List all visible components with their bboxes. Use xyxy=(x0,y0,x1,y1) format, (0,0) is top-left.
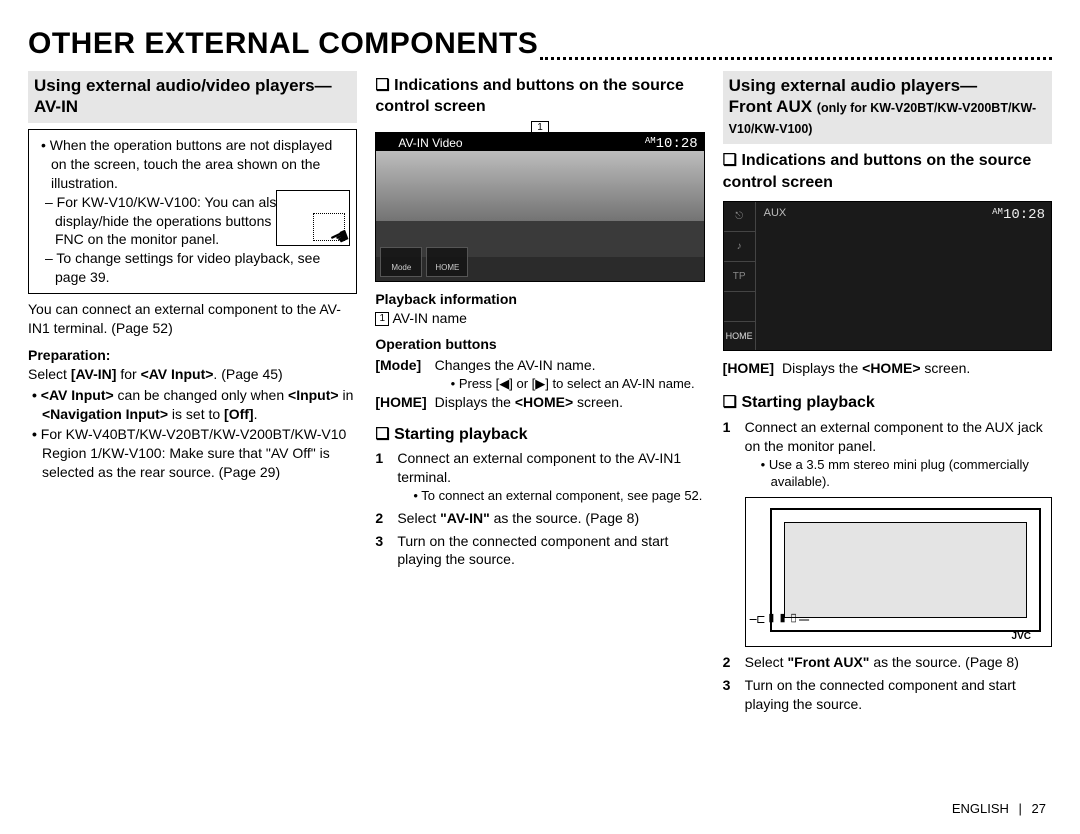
screen-home-button: HOME xyxy=(426,247,468,277)
col3-heading: Using external audio players—Front AUX (… xyxy=(723,71,1052,145)
slot-empty xyxy=(724,292,755,322)
box-text-1: When the operation buttons are not displ… xyxy=(50,137,333,191)
aux-screen-illustration: ⎋ ♪ TP HOME AUX AM10:28 xyxy=(723,201,1052,351)
prep-bullet-1: <AV Input> can be changed only when <Inp… xyxy=(42,386,357,424)
screen-avin-label: AV-IN Video xyxy=(398,135,462,151)
starting-playback-heading: Starting playback xyxy=(375,424,704,446)
col3-home-table: [HOME] Displays the <HOME> screen. xyxy=(723,359,979,378)
playback-info-heading: Playback information xyxy=(375,290,704,309)
footer-page: 27 xyxy=(1032,801,1046,816)
device-bezel xyxy=(770,508,1041,632)
instruction-box: ☚ • When the operation buttons are not d… xyxy=(28,129,357,294)
jvc-label: JVC xyxy=(1012,630,1031,644)
slot-eq-icon: ♪ xyxy=(724,232,755,262)
mode-desc: Changes the AV-IN name. xyxy=(435,357,596,373)
screen2-clock: AM10:28 xyxy=(992,206,1045,225)
touch-area-illustration: ☚ xyxy=(276,190,350,246)
box-sub-2: – To change settings for video playback,… xyxy=(41,249,348,287)
avin-screen-illustration: AV-IN Video AM10:28 Mode HOME xyxy=(375,132,704,282)
plug-icon: ⎯⊏▮▮▯═ xyxy=(750,609,809,628)
column-2: Indications and buttons on the source co… xyxy=(375,71,704,718)
preparation-heading: Preparation: xyxy=(28,346,357,365)
mode-sub: Press [◀] or [▶] to select an AV-IN name… xyxy=(435,375,695,393)
preparation-line: Select [AV-IN] for <AV Input>. (Page 45) xyxy=(28,365,357,384)
page-footer: ENGLISH | 27 xyxy=(952,800,1046,818)
screen-mode-button: Mode xyxy=(380,247,422,277)
prep-bullet-2: For KW-V40BT/KW-V20BT/KW-V200BT/KW-V10 R… xyxy=(42,425,357,482)
steps-list-col2: Connect an external component to the AV-… xyxy=(375,449,704,569)
col3-home-desc: Displays the <HOME> screen. xyxy=(782,359,978,378)
slot-icon: ⎋ xyxy=(724,202,755,232)
home-key: [HOME] xyxy=(375,393,434,412)
footer-lang: ENGLISH xyxy=(952,801,1009,816)
connect-note: You can connect an external component to… xyxy=(28,300,357,338)
op-buttons-heading: Operation buttons xyxy=(375,335,704,354)
monitor-panel-illustration: ⎯⊏▮▮▯═ JVC xyxy=(745,497,1052,647)
col3-start-heading: Starting playback xyxy=(723,392,1052,414)
screen-clock: AM10:28 xyxy=(645,135,698,154)
col3-home-key: [HOME] xyxy=(723,359,782,378)
step-3: Turn on the connected component and star… xyxy=(375,532,704,570)
c3-step-3: Turn on the connected component and star… xyxy=(723,676,1052,714)
screen2-leftbar: ⎋ ♪ TP HOME xyxy=(724,202,756,350)
box-bullet-1: • When the operation buttons are not dis… xyxy=(41,136,348,193)
steps-list-col3: Connect an external component to the AUX… xyxy=(723,418,1052,714)
column-1: Using external audio/video players—AV-IN… xyxy=(28,71,357,718)
step-2: Select "AV-IN" as the source. (Page 8) xyxy=(375,509,704,528)
c3-step-1-sub: Use a 3.5 mm stereo mini plug (commercia… xyxy=(745,456,1052,491)
col1-heading: Using external audio/video players—AV-IN xyxy=(28,71,357,124)
col3-heading-note: (only for KW-V20BT/KW-V200BT/KW-V10/KW-V… xyxy=(729,101,1037,136)
mode-key: [Mode] xyxy=(375,356,434,392)
c3-step-1: Connect an external component to the AUX… xyxy=(723,418,1052,647)
prep-bullets: <AV Input> can be changed only when <Inp… xyxy=(28,386,357,482)
title-row: OTHER EXTERNAL COMPONENTS xyxy=(28,24,1052,65)
col3-sub-heading: Indications and buttons on the source co… xyxy=(723,150,1052,193)
title-rule xyxy=(540,57,1052,60)
screen2-home: HOME xyxy=(724,322,755,350)
step-1-sub: To connect an external component, see pa… xyxy=(397,487,704,505)
col2-heading: Indications and buttons on the source co… xyxy=(375,75,704,118)
op-buttons-table: [Mode] Changes the AV-IN name. Press [◀]… xyxy=(375,356,702,411)
home-desc: Displays the <HOME> screen. xyxy=(435,393,703,412)
slot-tp: TP xyxy=(724,262,755,292)
device-screen xyxy=(784,522,1027,618)
step-1: Connect an external component to the AV-… xyxy=(375,449,704,504)
c3-step-2: Select "Front AUX" as the source. (Page … xyxy=(723,653,1052,672)
screen2-aux-label: AUX xyxy=(764,206,787,221)
content-columns: Using external audio/video players—AV-IN… xyxy=(28,71,1052,718)
playback-info-line: 1 AV-IN name xyxy=(375,309,704,328)
column-3: Using external audio players—Front AUX (… xyxy=(723,71,1052,718)
page-title: OTHER EXTERNAL COMPONENTS xyxy=(28,24,538,65)
